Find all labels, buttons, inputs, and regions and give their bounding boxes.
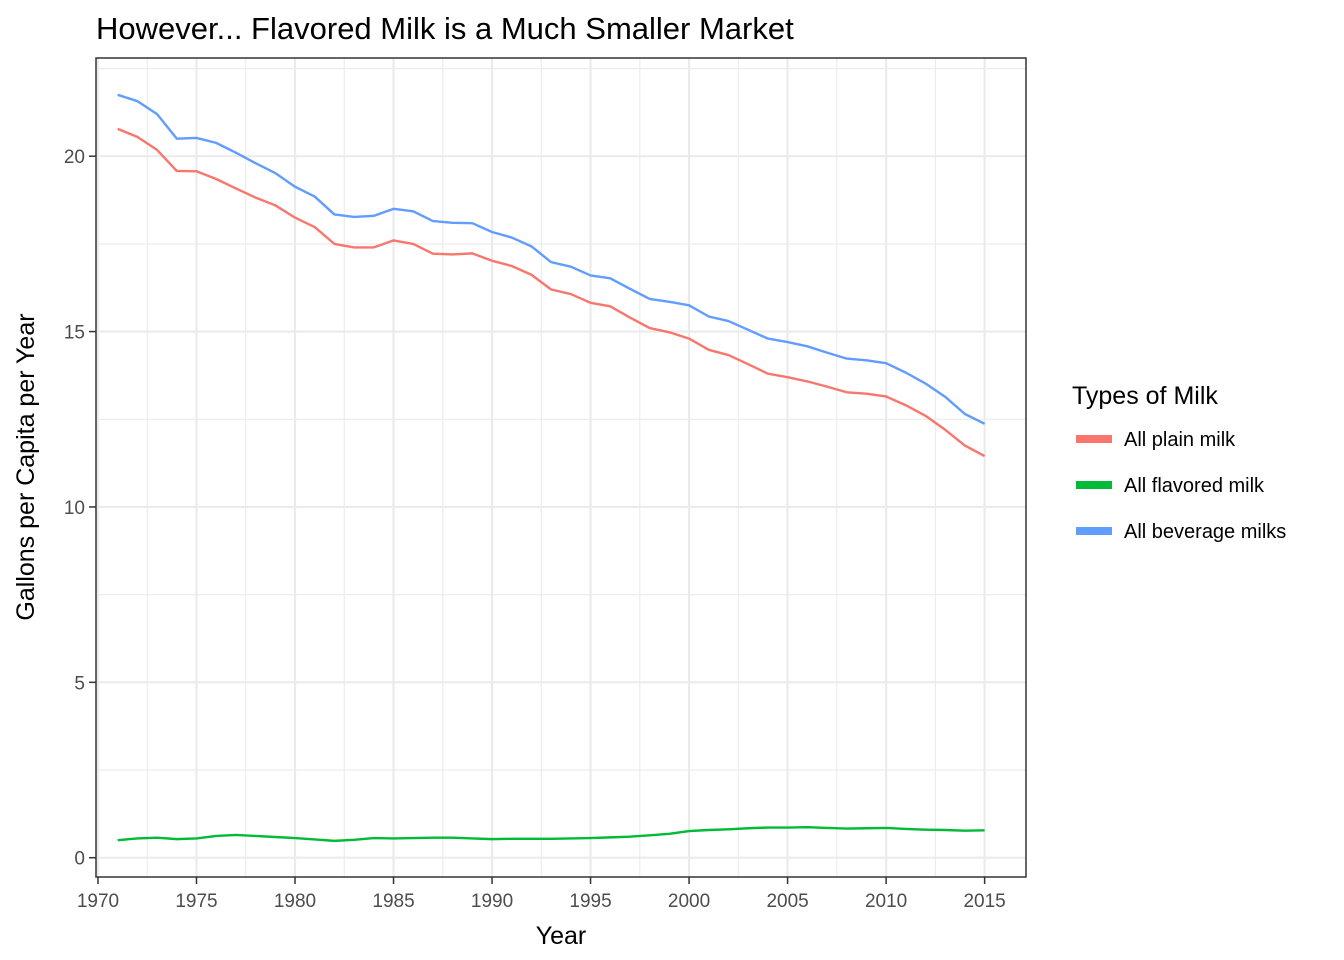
legend-label-all-beverage-milks: All beverage milks	[1124, 521, 1286, 543]
x-tick-label: 1985	[372, 891, 414, 912]
x-tick-label: 1995	[569, 891, 611, 912]
legend-label-all-flavored-milk: All flavored milk	[1124, 475, 1265, 497]
legend-label-all-plain-milk: All plain milk	[1124, 429, 1236, 451]
legend-key-all-plain-milk	[1076, 435, 1112, 443]
series-lines	[117, 93, 986, 843]
x-tick-label: 2005	[766, 891, 808, 912]
chart-title: However... Flavored Milk is a Much Small…	[96, 11, 794, 46]
legend: Types of Milk All plain milk All flavored…	[1072, 382, 1286, 543]
x-tick-label: 2015	[963, 891, 1005, 912]
series-line-all-beverage-milks	[117, 93, 986, 425]
x-tick-label: 1975	[175, 891, 217, 912]
legend-items: All plain milk All flavored milk All bever…	[1076, 429, 1286, 543]
legend-key-all-beverage-milks	[1076, 527, 1112, 535]
x-tick-label: 2000	[668, 891, 710, 912]
x-tick-label: 1970	[77, 891, 119, 912]
legend-title: Types of Milk	[1072, 382, 1218, 410]
x-tick-label: 1980	[274, 891, 316, 912]
series-line-all-plain-milk	[117, 127, 986, 458]
y-axis: 0 5 10 15 20	[64, 147, 96, 870]
x-axis-title: Year	[536, 922, 587, 950]
y-tick-label: 10	[64, 498, 85, 519]
y-tick-label: 5	[74, 673, 85, 694]
y-tick-label: 20	[64, 147, 85, 168]
x-axis: 1970 1975 1980 1985 1990 1995 2000 2005 2010 2015	[77, 877, 1006, 912]
legend-key-all-flavored-milk	[1076, 481, 1112, 489]
plot-panel-border	[95, 57, 1027, 878]
y-tick-label: 15	[64, 323, 85, 344]
minor-gridlines	[96, 58, 1026, 877]
x-tick-label: 1990	[471, 891, 513, 912]
y-tick-label: 0	[74, 849, 85, 870]
x-tick-label: 2010	[865, 891, 907, 912]
major-gridlines	[96, 58, 1026, 877]
y-axis-title: Gallons per Capita per Year	[12, 313, 40, 620]
series-line-all-flavored-milk	[117, 825, 985, 843]
